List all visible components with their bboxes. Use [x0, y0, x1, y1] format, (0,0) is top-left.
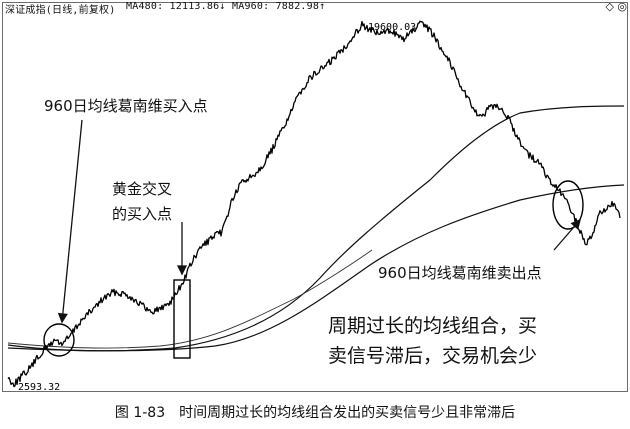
chart-frame	[2, 2, 628, 392]
ma480-value: MA480: 12113.86↓	[126, 1, 226, 12]
index-name: 深证成指(日线,前复权)	[5, 5, 116, 16]
buy-point-circle	[43, 323, 75, 357]
golden-cross-annotation-line1: 黄金交叉	[112, 180, 173, 198]
golden-cross-annotation-line2: 的买入点	[112, 205, 173, 223]
ma960-line	[7, 184, 625, 352]
window-control-icon[interactable]: ◇ ◎	[605, 0, 627, 13]
sell-point-circle	[552, 180, 584, 230]
short-ma-line	[7, 249, 373, 349]
chart-svg: 19600.03 2593.32	[7, 20, 625, 393]
ma480-line	[7, 105, 625, 352]
comment-line2: 卖信号滞后，交易机会少	[328, 345, 538, 367]
price-series-line	[7, 20, 621, 388]
buy-point-arrow	[57, 119, 83, 324]
ma960-value: MA960: 7882.98↑	[232, 1, 326, 12]
golden-cross-arrow	[176, 222, 188, 276]
figure-caption: 图 1-83 时间周期过长的均线组合发出的买卖信号少且非常滞后	[114, 405, 516, 421]
sell-point-960-annotation: 960日均线葛南维卖出点	[378, 264, 542, 282]
comment-line1: 周期过长的均线组合，买	[328, 315, 538, 337]
sell-point-arrow	[553, 218, 581, 251]
low-price-label: 2593.32	[18, 382, 60, 393]
high-price-label: 19600.03	[368, 22, 416, 33]
golden-cross-box	[173, 279, 191, 359]
buy-point-960-annotation: 960日均线葛南维买入点	[44, 97, 208, 115]
